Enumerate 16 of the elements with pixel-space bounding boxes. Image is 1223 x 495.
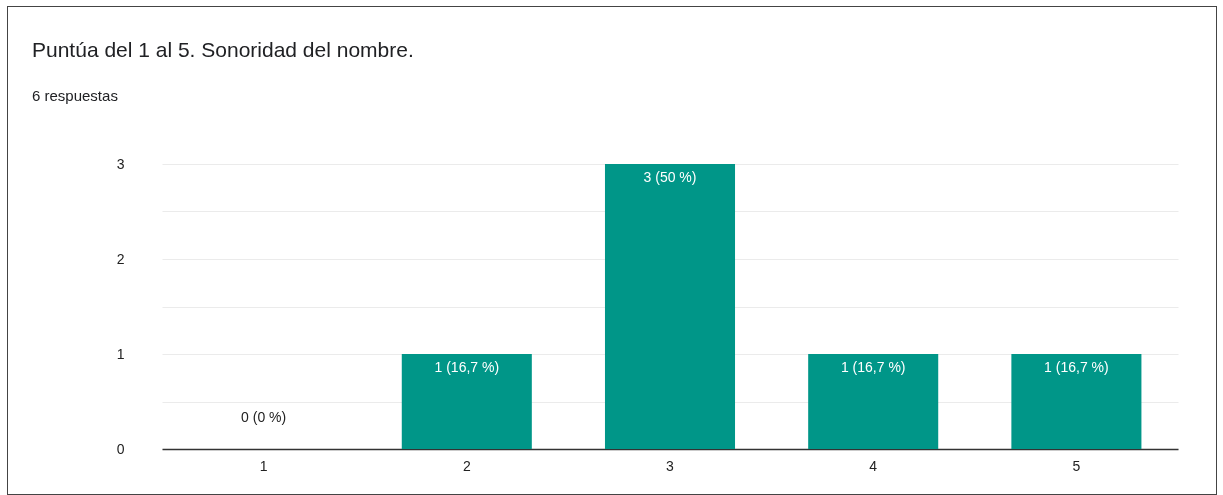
y-tick-label: 3 — [116, 155, 125, 172]
data-label: 0 (0 %) — [241, 409, 287, 425]
x-tick-label: 3 — [666, 457, 675, 474]
chart-subtitle: 6 respuestas — [32, 87, 118, 104]
data-label: 1 (16,7 %) — [1044, 359, 1109, 375]
x-tick-label: 2 — [462, 457, 471, 474]
data-label: 1 (16,7 %) — [434, 359, 500, 375]
y-tick-label: 0 — [116, 440, 125, 457]
x-tick-label: 1 — [259, 457, 268, 474]
x-tick-label: 4 — [869, 457, 878, 474]
x-tick-label: 5 — [1072, 457, 1081, 474]
chart-title: Puntúa del 1 al 5. Sonoridad del nombre. — [32, 38, 414, 62]
data-label: 1 (16,7 %) — [840, 359, 906, 375]
y-tick-label: 2 — [116, 250, 125, 267]
y-tick-label: 1 — [116, 345, 125, 362]
data-label: 3 (50 %) — [643, 169, 697, 185]
